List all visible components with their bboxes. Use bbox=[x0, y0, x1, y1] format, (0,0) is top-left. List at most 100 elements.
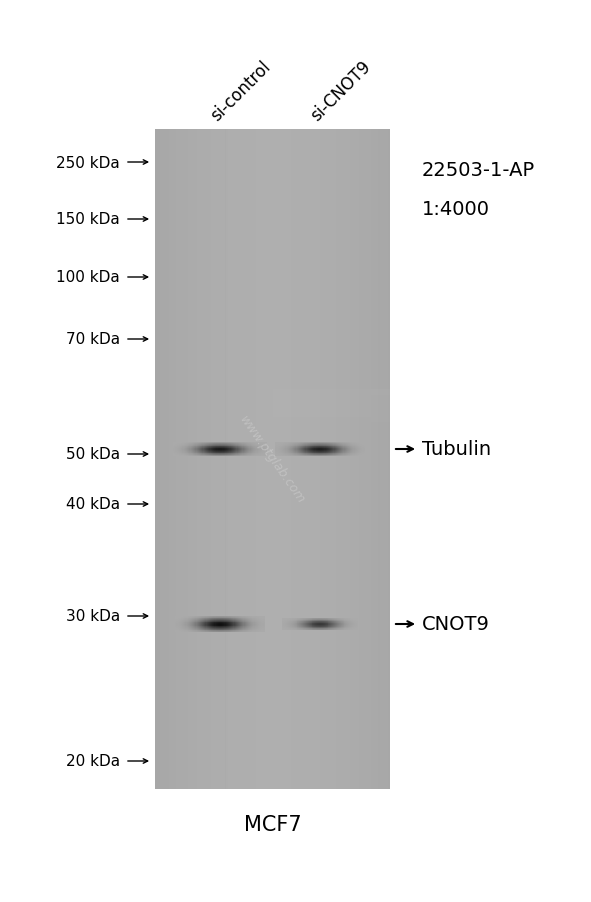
Bar bbox=[195, 130, 197, 789]
Bar bbox=[169, 130, 171, 789]
Bar bbox=[352, 443, 353, 456]
Bar bbox=[231, 616, 232, 632]
Bar bbox=[254, 616, 255, 632]
Bar bbox=[306, 618, 307, 630]
Bar bbox=[230, 443, 232, 456]
Bar bbox=[355, 130, 357, 789]
Bar bbox=[335, 618, 336, 630]
Bar bbox=[203, 443, 204, 456]
Text: 150 kDa: 150 kDa bbox=[56, 212, 120, 227]
Bar bbox=[197, 616, 199, 632]
Bar bbox=[336, 618, 337, 630]
Bar bbox=[346, 618, 348, 630]
Bar bbox=[258, 616, 259, 632]
Bar bbox=[188, 130, 190, 789]
Bar bbox=[311, 618, 313, 630]
Bar bbox=[272, 422, 390, 425]
Bar bbox=[237, 616, 238, 632]
Bar bbox=[241, 443, 242, 456]
Bar bbox=[307, 618, 308, 630]
Bar bbox=[353, 618, 354, 630]
Bar bbox=[245, 443, 246, 456]
Bar bbox=[293, 618, 294, 630]
Bar bbox=[286, 618, 287, 630]
Text: 250 kDa: 250 kDa bbox=[56, 155, 120, 170]
Bar bbox=[318, 443, 319, 456]
Bar bbox=[232, 130, 235, 789]
Bar bbox=[193, 130, 195, 789]
Bar bbox=[303, 618, 304, 630]
Bar bbox=[171, 130, 174, 789]
Bar bbox=[221, 130, 223, 789]
Text: 70 kDa: 70 kDa bbox=[66, 332, 120, 347]
Bar bbox=[342, 443, 343, 456]
Bar bbox=[193, 443, 194, 456]
Text: si-CNOT9: si-CNOT9 bbox=[307, 58, 375, 124]
Bar bbox=[243, 616, 245, 632]
Bar bbox=[217, 616, 219, 632]
Bar bbox=[272, 414, 390, 417]
Bar bbox=[350, 618, 351, 630]
Bar bbox=[326, 618, 327, 630]
Bar bbox=[178, 443, 179, 456]
Bar bbox=[266, 443, 267, 456]
Bar bbox=[225, 616, 226, 632]
Bar bbox=[272, 130, 275, 789]
Bar bbox=[285, 618, 286, 630]
Bar bbox=[338, 443, 339, 456]
Bar bbox=[254, 130, 256, 789]
Bar bbox=[316, 443, 317, 456]
Bar bbox=[287, 618, 288, 630]
Bar bbox=[333, 618, 334, 630]
Bar bbox=[332, 443, 333, 456]
Bar bbox=[201, 443, 202, 456]
Bar bbox=[321, 443, 322, 456]
Bar bbox=[366, 130, 369, 789]
Bar bbox=[216, 443, 217, 456]
Bar bbox=[178, 130, 181, 789]
Bar bbox=[212, 443, 213, 456]
Bar bbox=[320, 130, 322, 789]
Bar bbox=[282, 618, 283, 630]
Text: 20 kDa: 20 kDa bbox=[66, 754, 120, 769]
Bar bbox=[376, 130, 378, 789]
Bar bbox=[260, 616, 261, 632]
Bar bbox=[298, 443, 299, 456]
Bar bbox=[355, 443, 356, 456]
Bar bbox=[253, 443, 254, 456]
Bar bbox=[272, 390, 390, 392]
Bar bbox=[203, 616, 204, 632]
Bar bbox=[264, 616, 265, 632]
Bar bbox=[272, 439, 390, 442]
Bar bbox=[258, 443, 259, 456]
Bar bbox=[311, 443, 312, 456]
Bar bbox=[306, 130, 308, 789]
Bar bbox=[300, 443, 301, 456]
Bar bbox=[319, 443, 320, 456]
Bar bbox=[201, 616, 202, 632]
Bar bbox=[223, 616, 225, 632]
Bar bbox=[155, 130, 390, 789]
Bar bbox=[240, 616, 241, 632]
Bar bbox=[331, 443, 332, 456]
Bar bbox=[181, 130, 183, 789]
Bar bbox=[220, 616, 221, 632]
Bar bbox=[183, 130, 186, 789]
Bar bbox=[338, 618, 339, 630]
Bar bbox=[174, 443, 176, 456]
Bar bbox=[216, 130, 219, 789]
Bar bbox=[291, 618, 292, 630]
Bar bbox=[272, 425, 390, 428]
Bar bbox=[177, 443, 178, 456]
Bar bbox=[200, 130, 202, 789]
Bar bbox=[225, 443, 226, 456]
Bar bbox=[272, 409, 390, 411]
Bar bbox=[212, 616, 213, 632]
Bar bbox=[378, 130, 381, 789]
Bar bbox=[256, 443, 258, 456]
Bar bbox=[362, 443, 363, 456]
Bar bbox=[356, 443, 357, 456]
Bar bbox=[190, 616, 191, 632]
Bar bbox=[290, 618, 291, 630]
Bar bbox=[349, 443, 350, 456]
